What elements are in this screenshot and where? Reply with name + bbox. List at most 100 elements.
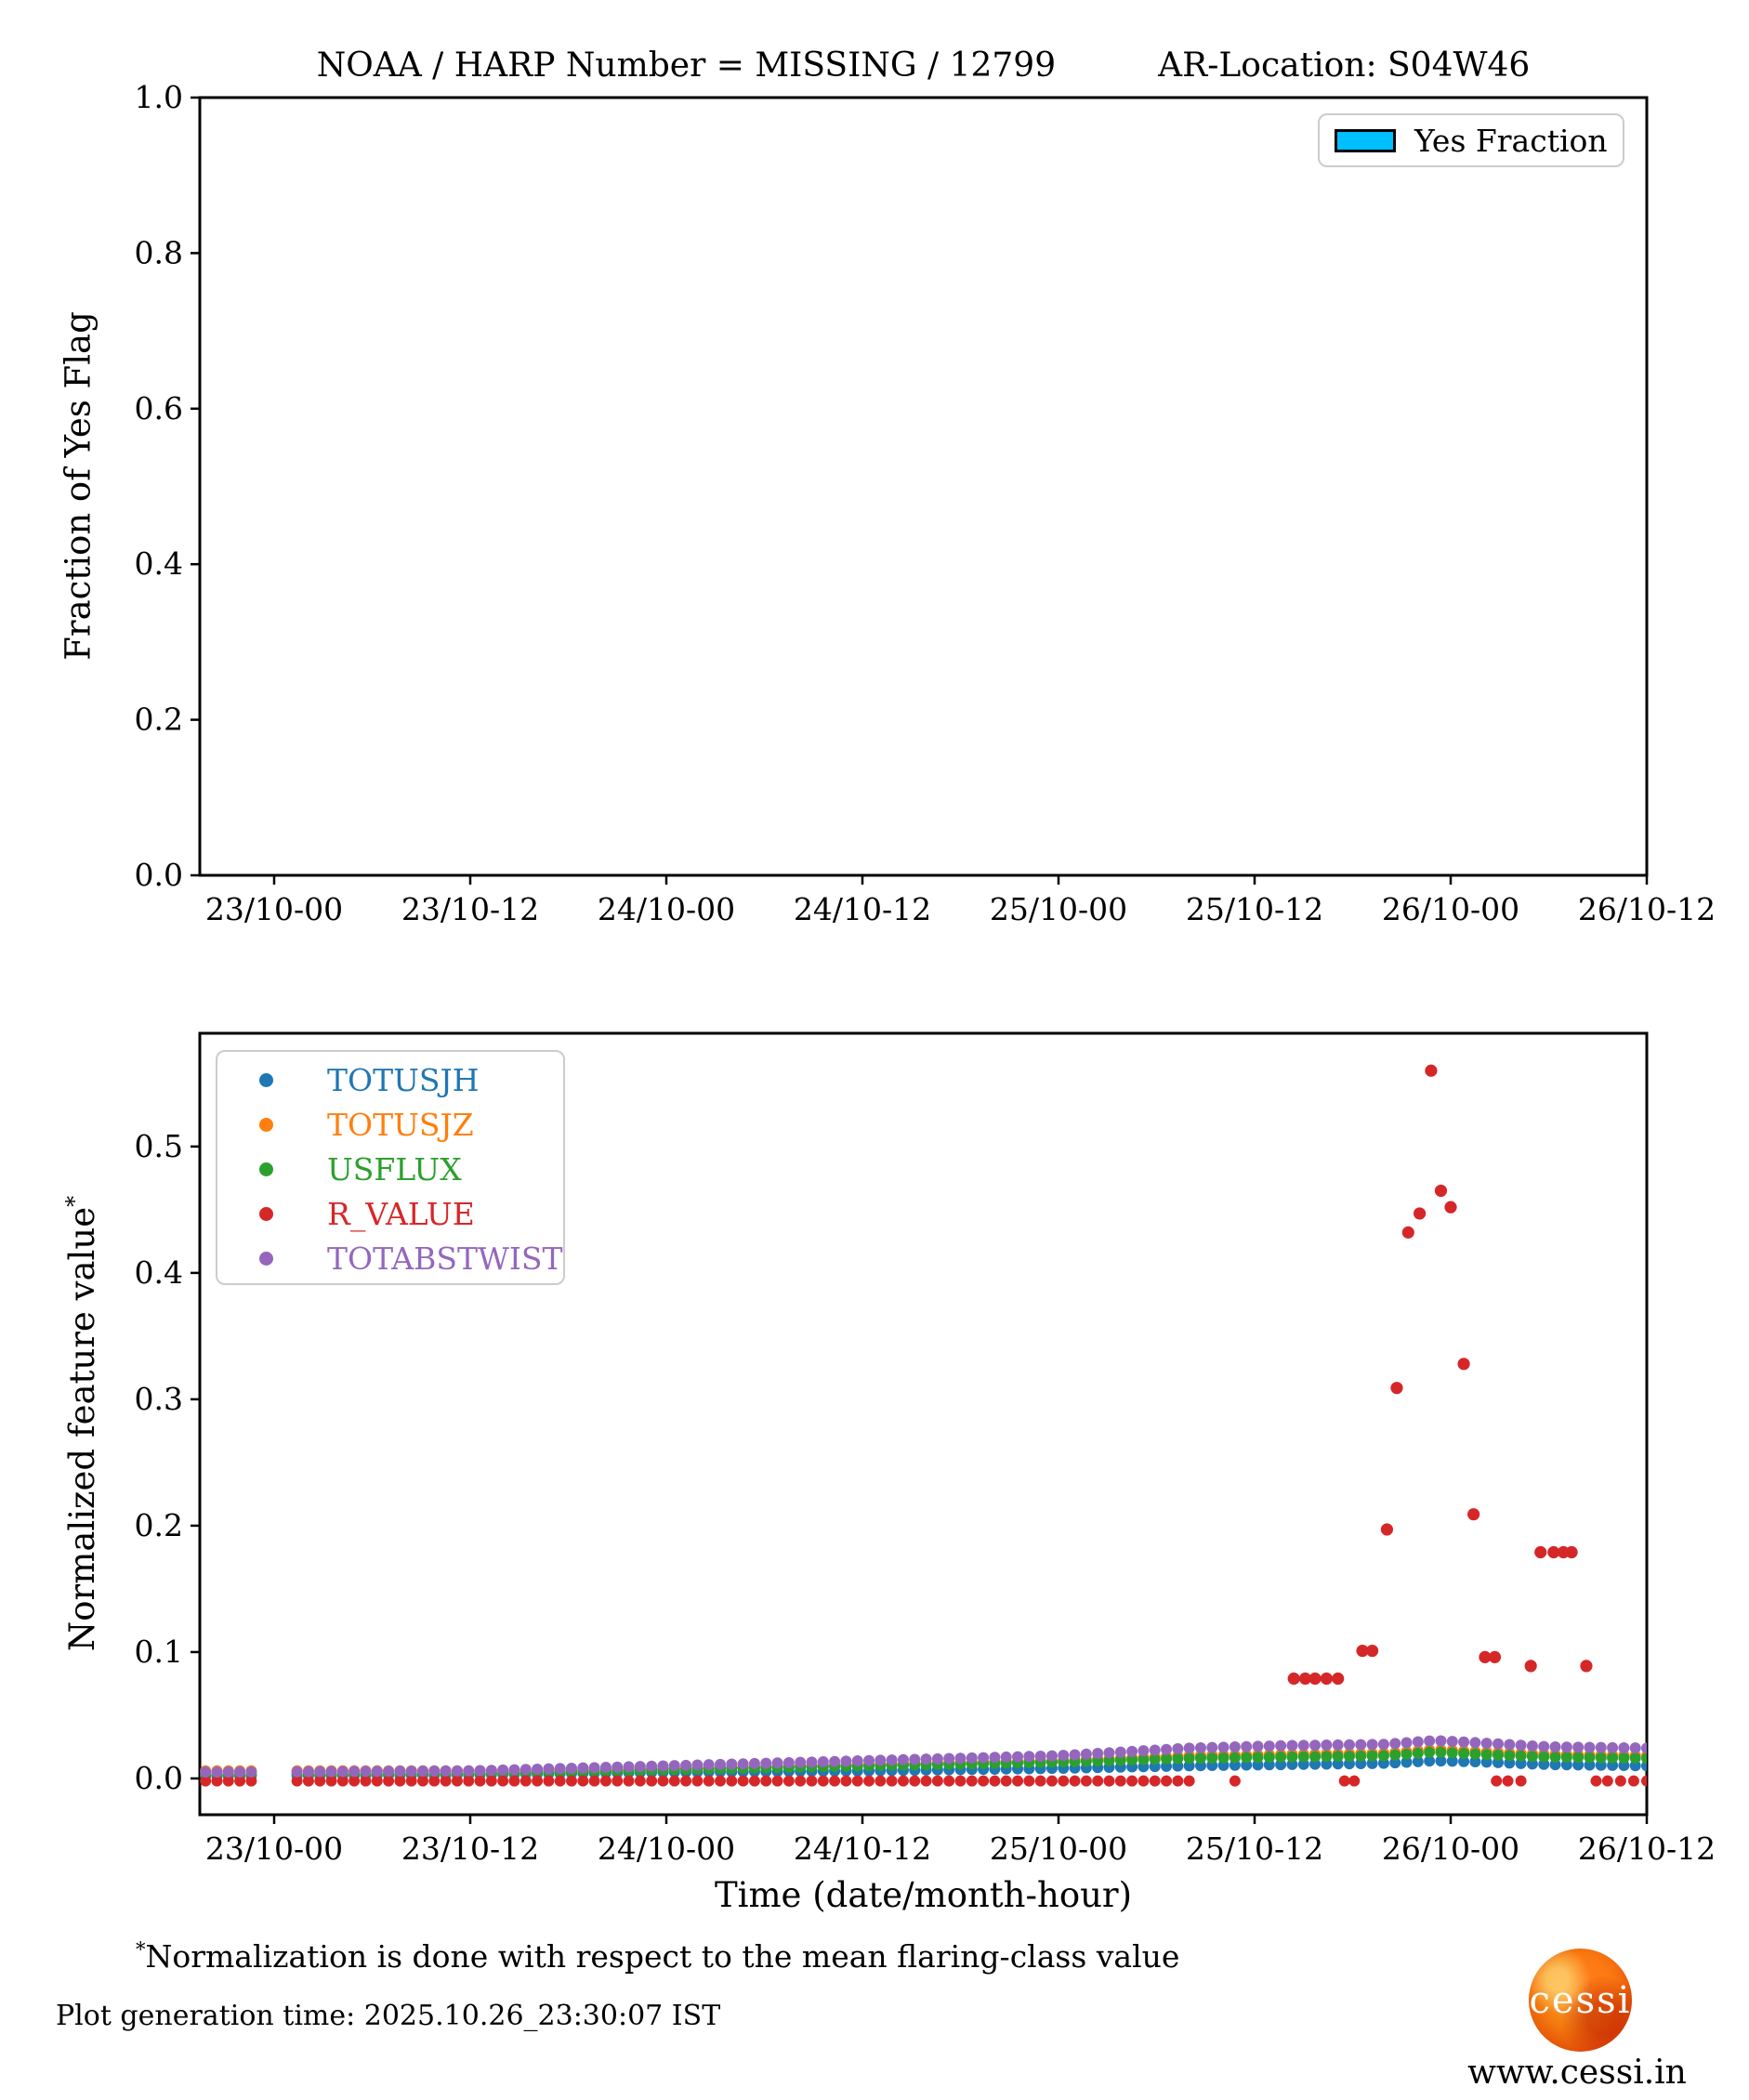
scatter-point-R_VALUE bbox=[1380, 1523, 1394, 1536]
scatter-point-R_VALUE bbox=[1547, 1545, 1560, 1559]
scatter-point-R_VALUE bbox=[1338, 1775, 1350, 1787]
scatter-point-TOTABSTWIST bbox=[1114, 1746, 1126, 1758]
scatter-point-R_VALUE bbox=[222, 1775, 234, 1787]
scatter-point-TOTABSTWIST bbox=[954, 1752, 967, 1765]
scatter-point-R_VALUE bbox=[1515, 1775, 1527, 1787]
scatter-point-TOTABSTWIST bbox=[1469, 1737, 1481, 1749]
scatter-point-R_VALUE bbox=[485, 1775, 497, 1787]
scatter-point-TOTABSTWIST bbox=[611, 1761, 624, 1773]
scatter-point-TOTUSJZ bbox=[189, 1765, 200, 1777]
scatter-point-R_VALUE bbox=[1298, 1672, 1312, 1686]
scatter-point-R_VALUE bbox=[1080, 1775, 1092, 1787]
scatter-point-R_VALUE bbox=[234, 1775, 246, 1787]
legend-item-totusjh: TOTUSJH bbox=[217, 1057, 563, 1102]
scatter-point-R_VALUE bbox=[463, 1775, 475, 1787]
scatter-point-TOTABSTWIST bbox=[1275, 1739, 1287, 1752]
scatter-point-R_VALUE bbox=[851, 1775, 863, 1787]
scatter-point-R_VALUE bbox=[966, 1775, 978, 1787]
scatter-point-TOTABSTWIST bbox=[1241, 1740, 1253, 1752]
scatter-point-TOTABSTWIST bbox=[668, 1760, 680, 1772]
scatter-point-USFLUX bbox=[1458, 1748, 1470, 1760]
scatter-point-R_VALUE bbox=[1590, 1775, 1602, 1787]
top-x-tick-label: 25/10-00 bbox=[990, 891, 1127, 927]
scatter-point-R_VALUE bbox=[200, 1775, 212, 1787]
scatter-point-TOTABSTWIST bbox=[966, 1752, 978, 1764]
scatter-point-R_VALUE bbox=[1348, 1775, 1361, 1787]
cessi-logo-text: cessi bbox=[1529, 1978, 1632, 2022]
scatter-point-TOTABSTWIST bbox=[1034, 1750, 1046, 1762]
scatter-point-R_VALUE bbox=[1045, 1775, 1058, 1787]
scatter-point-R_VALUE bbox=[886, 1775, 898, 1787]
scatter-point-TOTABSTWIST bbox=[1126, 1745, 1138, 1757]
scatter-point-TOTABSTWIST bbox=[302, 1765, 314, 1778]
scatter-point-TOTABSTWIST bbox=[1549, 1741, 1561, 1753]
top-y-tick-label: 0.0 bbox=[135, 857, 183, 893]
scatter-point-R_VALUE bbox=[1320, 1672, 1333, 1686]
scatter-point-R_VALUE bbox=[726, 1775, 738, 1787]
scatter-point-USFLUX bbox=[1126, 1753, 1138, 1765]
scatter-point-TOTABSTWIST bbox=[851, 1755, 863, 1767]
scatter-point-TOTABSTWIST bbox=[222, 1766, 234, 1778]
top-y-tick-label: 0.2 bbox=[135, 702, 183, 738]
series-R_VALUE bbox=[200, 1064, 1647, 1787]
scatter-point-R_VALUE bbox=[1183, 1775, 1195, 1787]
scatter-point-TOTABSTWIST bbox=[1618, 1742, 1630, 1754]
scatter-point-R_VALUE bbox=[1488, 1650, 1502, 1663]
scatter-point-R_VALUE bbox=[428, 1775, 441, 1787]
top-x-tick-label: 23/10-00 bbox=[205, 891, 343, 927]
scatter-point-R_VALUE bbox=[383, 1775, 395, 1787]
scatter-point-R_VALUE bbox=[1580, 1660, 1593, 1673]
scatter-point-R_VALUE bbox=[737, 1775, 749, 1787]
scatter-point-USFLUX bbox=[1366, 1750, 1378, 1762]
scatter-point-TOTABSTWIST bbox=[1355, 1739, 1367, 1751]
bottom-x-tick-label: 23/10-00 bbox=[205, 1831, 343, 1867]
series-TOTABSTWIST bbox=[200, 1735, 1647, 1778]
scatter-point-TOTABSTWIST bbox=[1023, 1751, 1035, 1763]
scatter-point-R_VALUE bbox=[1332, 1672, 1345, 1686]
scatter-point-R_VALUE bbox=[1287, 1672, 1300, 1686]
scatter-point-TOTABSTWIST bbox=[1297, 1739, 1309, 1752]
scatter-point-R_VALUE bbox=[1467, 1508, 1480, 1521]
scatter-point-TOTABSTWIST bbox=[211, 1766, 223, 1778]
scatter-point-R_VALUE bbox=[978, 1775, 990, 1787]
scatter-point-R_VALUE bbox=[1069, 1775, 1081, 1787]
scatter-point-TOTABSTWIST bbox=[760, 1757, 772, 1769]
scatter-point-TOTABSTWIST bbox=[1435, 1735, 1447, 1747]
scatter-point-R_VALUE bbox=[680, 1775, 692, 1787]
bottom-x-tick-label: 26/10-12 bbox=[1578, 1831, 1716, 1867]
scatter-point-R_VALUE bbox=[691, 1775, 704, 1787]
figure-title: NOAA / HARP Number = MISSING / 12799 AR-… bbox=[200, 46, 1647, 85]
scatter-point-USFLUX bbox=[1412, 1747, 1424, 1759]
scatter-point-USFLUX bbox=[1435, 1746, 1447, 1758]
scatter-point-TOTABSTWIST bbox=[931, 1752, 943, 1765]
scatter-point-TOTABSTWIST bbox=[360, 1765, 372, 1778]
scatter-point-USFLUX bbox=[1343, 1750, 1355, 1762]
top-x-tick-label: 25/10-12 bbox=[1186, 891, 1323, 927]
scatter-point-R_VALUE bbox=[611, 1775, 624, 1787]
scatter-point-TOTABSTWIST bbox=[1080, 1748, 1092, 1760]
scatter-point-TOTABSTWIST bbox=[1229, 1741, 1241, 1753]
scatter-point-TOTABSTWIST bbox=[1161, 1743, 1173, 1755]
scatter-point-TOTABSTWIST bbox=[978, 1752, 990, 1764]
scatter-point-R_VALUE bbox=[360, 1775, 372, 1787]
scatter-point-TOTABSTWIST bbox=[325, 1765, 337, 1778]
scatter-point-TOTUSJH bbox=[1424, 1755, 1436, 1767]
scatter-point-R_VALUE bbox=[874, 1775, 887, 1787]
scatter-point-TOTABSTWIST bbox=[1492, 1738, 1504, 1750]
scatter-point-R_VALUE bbox=[543, 1775, 555, 1787]
scatter-point-USFLUX bbox=[1401, 1748, 1413, 1760]
scatter-point-TOTABSTWIST bbox=[1206, 1741, 1218, 1753]
usflux-dot-icon bbox=[259, 1162, 273, 1176]
yes-fraction-legend-swatch bbox=[1335, 128, 1396, 152]
bottom-plot-border bbox=[198, 1031, 1649, 1817]
scatter-point-R_VALUE bbox=[623, 1775, 635, 1787]
scatter-point-USFLUX bbox=[1424, 1746, 1436, 1758]
plot-generation-time: Plot generation time: 2025.10.26_23:30:0… bbox=[56, 2000, 721, 2032]
scatter-point-TOTABSTWIST bbox=[463, 1765, 475, 1777]
scatter-point-TOTUSJH bbox=[1401, 1756, 1413, 1768]
scatter-point-R_VALUE bbox=[909, 1775, 921, 1787]
scatter-point-R_VALUE bbox=[1641, 1775, 1647, 1787]
cessi-website-text: www.cessi.in bbox=[1467, 2054, 1687, 2092]
scatter-point-TOTUSJH bbox=[1435, 1755, 1447, 1767]
scatter-point-R_VALUE bbox=[1534, 1545, 1547, 1559]
